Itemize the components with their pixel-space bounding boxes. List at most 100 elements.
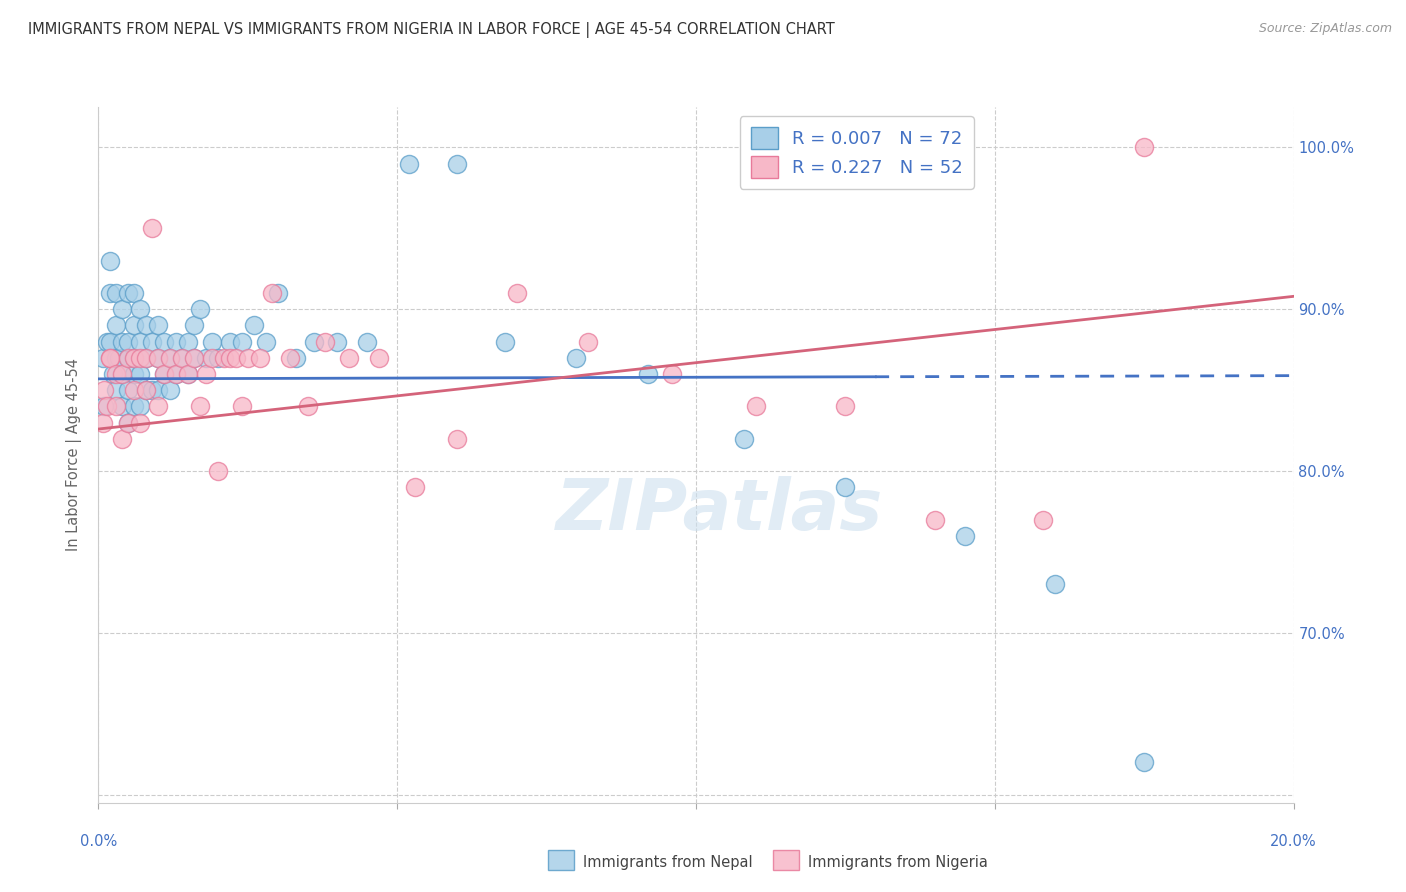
Point xyxy=(195,351,218,365)
Point xyxy=(165,367,187,381)
Point xyxy=(135,318,157,333)
Point xyxy=(297,400,319,414)
Point xyxy=(124,367,146,381)
Point xyxy=(141,383,163,397)
Point xyxy=(207,464,229,478)
Point xyxy=(124,351,146,365)
Point xyxy=(177,367,200,381)
Point xyxy=(177,367,200,381)
Point xyxy=(201,351,224,365)
Point xyxy=(201,334,224,349)
Point xyxy=(91,416,114,430)
Point xyxy=(578,334,600,349)
Point xyxy=(165,334,187,349)
Point xyxy=(153,367,176,381)
Point xyxy=(195,367,218,381)
Point xyxy=(661,367,683,381)
Point xyxy=(356,334,378,349)
Point xyxy=(117,416,139,430)
Point xyxy=(159,351,181,365)
Point xyxy=(103,367,125,381)
Point xyxy=(260,286,283,301)
Point xyxy=(368,351,391,365)
Point xyxy=(1043,577,1066,591)
Point xyxy=(100,286,122,301)
Point xyxy=(111,400,134,414)
Point xyxy=(135,383,157,397)
Point xyxy=(446,432,468,446)
Point xyxy=(148,351,170,365)
Point xyxy=(96,334,118,349)
Point xyxy=(159,383,181,397)
Text: ZIPatlas: ZIPatlas xyxy=(557,476,883,545)
Point xyxy=(236,351,259,365)
Point xyxy=(124,383,146,397)
Point xyxy=(124,400,146,414)
Point xyxy=(172,351,194,365)
Y-axis label: In Labor Force | Age 45-54: In Labor Force | Age 45-54 xyxy=(66,359,83,551)
Point xyxy=(153,334,176,349)
Point xyxy=(183,318,205,333)
Point xyxy=(117,286,139,301)
Point xyxy=(111,334,134,349)
Text: Immigrants from Nigeria: Immigrants from Nigeria xyxy=(808,855,988,870)
Point xyxy=(188,302,211,317)
Point xyxy=(105,400,128,414)
Point xyxy=(1032,513,1054,527)
Point xyxy=(172,351,194,365)
Point xyxy=(105,286,128,301)
Point xyxy=(148,351,170,365)
Point xyxy=(278,351,301,365)
Point xyxy=(219,334,242,349)
Point xyxy=(177,334,200,349)
Point xyxy=(339,351,360,365)
Point xyxy=(117,351,139,365)
Point xyxy=(96,400,118,414)
Point xyxy=(111,367,134,381)
Point xyxy=(108,351,131,365)
Point xyxy=(105,318,128,333)
Point xyxy=(93,400,115,414)
Point xyxy=(135,383,157,397)
Point xyxy=(117,351,139,365)
Point xyxy=(953,529,976,543)
Point xyxy=(148,318,170,333)
Point xyxy=(105,367,128,381)
Point xyxy=(315,334,337,349)
Point xyxy=(254,334,277,349)
Text: 20.0%: 20.0% xyxy=(1270,834,1317,849)
Point xyxy=(267,286,290,301)
Point xyxy=(637,367,659,381)
Point xyxy=(733,432,755,446)
Text: 0.0%: 0.0% xyxy=(80,834,117,849)
Point xyxy=(326,334,349,349)
Point xyxy=(105,383,128,397)
Point xyxy=(494,334,516,349)
Point xyxy=(834,480,856,494)
Point xyxy=(219,351,242,365)
Legend: R = 0.007   N = 72, R = 0.227   N = 52: R = 0.007 N = 72, R = 0.227 N = 52 xyxy=(740,116,974,189)
Point xyxy=(231,334,253,349)
Point xyxy=(446,156,468,170)
Point xyxy=(93,383,115,397)
Point xyxy=(153,367,176,381)
Point xyxy=(231,400,253,414)
Point xyxy=(129,367,152,381)
Point xyxy=(565,351,588,365)
Point xyxy=(249,351,271,365)
Point xyxy=(148,400,170,414)
Point xyxy=(124,351,146,365)
Text: IMMIGRANTS FROM NEPAL VS IMMIGRANTS FROM NIGERIA IN LABOR FORCE | AGE 45-54 CORR: IMMIGRANTS FROM NEPAL VS IMMIGRANTS FROM… xyxy=(28,22,835,38)
Point xyxy=(111,367,134,381)
Point xyxy=(129,400,152,414)
Text: Immigrants from Nepal: Immigrants from Nepal xyxy=(583,855,754,870)
Point xyxy=(188,400,211,414)
Point xyxy=(129,334,152,349)
Point xyxy=(105,351,128,365)
Point xyxy=(404,480,426,494)
Point xyxy=(100,351,122,365)
Point xyxy=(302,334,325,349)
Point xyxy=(284,351,307,365)
Point xyxy=(141,334,163,349)
Point xyxy=(135,351,157,365)
